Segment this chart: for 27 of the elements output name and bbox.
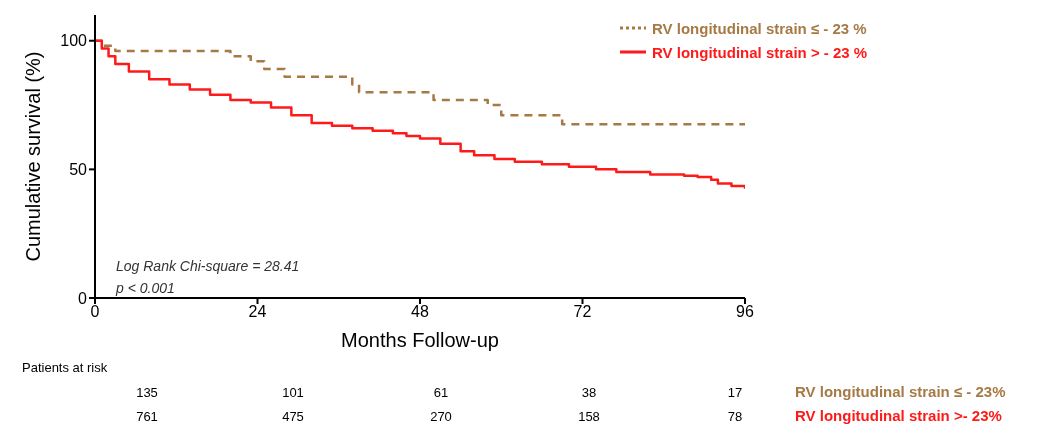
y-tick-label: 100 bbox=[60, 32, 88, 50]
y-tick-label: 0 bbox=[78, 289, 88, 307]
text: 475 bbox=[282, 409, 304, 424]
x-axis-title: Months Follow-up bbox=[341, 329, 499, 351]
text: RV longitudinal strain ≤ - 23% bbox=[795, 383, 1006, 400]
text: 17 bbox=[727, 385, 743, 400]
text: 135 bbox=[136, 385, 158, 400]
text: 78 bbox=[727, 409, 743, 424]
text: 61 bbox=[433, 385, 449, 400]
annotation: Log Rank Chi-square = 28.41 bbox=[116, 257, 300, 276]
text: 270 bbox=[430, 409, 452, 424]
legend-label: RV longitudinal strain > - 23 % bbox=[652, 43, 868, 61]
x-tick-label: 96 bbox=[736, 303, 754, 321]
text: RV longitudinal strain >- 23% bbox=[795, 407, 1002, 424]
y-axis-title: Cumulative survival (%) bbox=[22, 51, 45, 262]
text: 38 bbox=[581, 385, 597, 400]
text: Patients at risk bbox=[22, 360, 108, 375]
legend-label: RV longitudinal strain ≤ - 23 % bbox=[652, 19, 867, 37]
text: 158 bbox=[578, 409, 600, 424]
x-tick-label: 72 bbox=[573, 303, 592, 321]
x-tick-label: 0 bbox=[90, 303, 100, 321]
y-tick-label: 50 bbox=[69, 161, 88, 179]
x-tick-label: 48 bbox=[411, 303, 429, 321]
x-tick-label: 24 bbox=[248, 303, 267, 321]
text: 101 bbox=[282, 385, 304, 400]
text: 761 bbox=[136, 409, 158, 424]
annotation: p < 0.001 bbox=[116, 279, 176, 298]
